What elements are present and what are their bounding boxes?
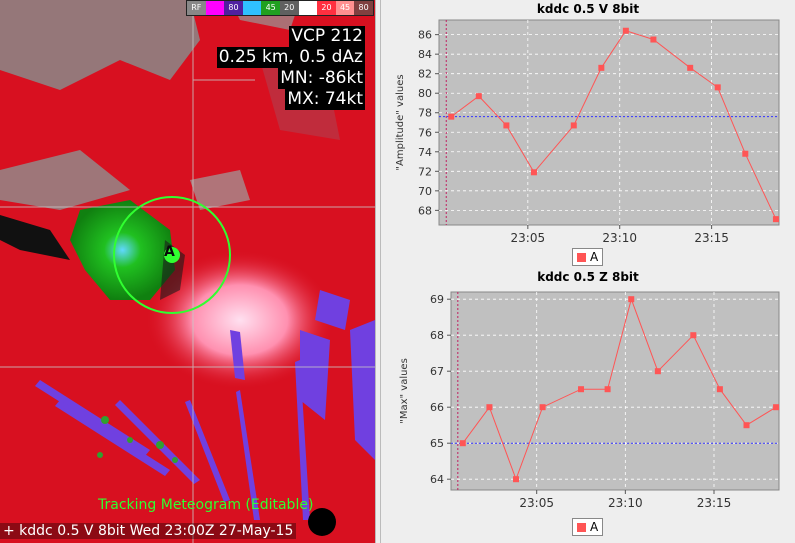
y-tick-label: 84 (418, 48, 432, 61)
color-scale-bar: RF 80 45 20 20 45 80 (186, 0, 374, 16)
y-tick-label: 76 (418, 126, 432, 139)
data-point (622, 27, 629, 34)
data-point (513, 476, 520, 483)
data-point (654, 368, 661, 375)
x-tick-label: 23:15 (694, 231, 729, 245)
data-point (503, 122, 510, 129)
x-tick-label: 23:05 (519, 496, 554, 510)
y-tick-label: 66 (430, 401, 444, 414)
data-point (690, 332, 697, 339)
x-tick-label: 23:05 (511, 231, 546, 245)
data-point (530, 169, 537, 176)
x-tick-label: 23:15 (697, 496, 732, 510)
radar-display[interactable]: RF 80 45 20 20 45 80 VCP 212 0.25 km, 0.… (0, 0, 375, 543)
data-point (772, 216, 779, 223)
overlay-title: Tracking Meteogram (Editable) (98, 497, 314, 513)
legend-marker (577, 522, 586, 532)
colorbar-cell: RF (187, 1, 206, 15)
data-point (716, 386, 723, 393)
plot-area (438, 19, 780, 226)
y-tick-label: 86 (418, 29, 432, 42)
info-vcp: VCP 212 (289, 26, 365, 47)
colorbar-cell (205, 1, 225, 15)
data-point (628, 296, 635, 303)
y-tick-label: 78 (418, 107, 432, 120)
max-chart: 64 65 66 67 68 69 23:05 23:10 23:15 "Max" values (399, 291, 780, 510)
tracking-point-label[interactable]: A (164, 244, 175, 260)
y-tick-label: 67 (430, 365, 444, 378)
status-label: + kddc 0.5 V 8bit Wed 23:00Z 27-May-15 (0, 523, 297, 539)
series-line (462, 297, 777, 481)
x-tick-label: 23:10 (602, 231, 637, 245)
data-point (714, 84, 721, 91)
y-tick-label: 82 (418, 68, 432, 81)
chart-title-top: kddc 0.5 V 8bit (536, 2, 640, 16)
amplitude-chart: 68 70 72 74 76 78 80 82 84 86 23:05 23:10 23:15 "Ampl… (395, 19, 780, 245)
colorbar-cell: 45 (335, 1, 355, 15)
split-divider[interactable] (375, 0, 381, 543)
y-axis-label: "Amplitude" values (395, 74, 406, 170)
data-point (604, 386, 611, 393)
data-point (650, 36, 657, 43)
meteogram-panel: kddc 0.5 V 8bit 68 70 72 74 76 78 80 82 84 86 23:0… (381, 0, 795, 543)
data-point (448, 113, 455, 120)
chart-title-bottom: kddc 0.5 Z 8bit (537, 270, 639, 284)
data-point (486, 404, 493, 411)
y-tick-label: 68 (418, 204, 432, 217)
data-point (773, 404, 780, 411)
y-tick-label: 74 (418, 146, 432, 159)
colorbar-cell: 45 (261, 1, 280, 15)
colorbar-cell: 20 (317, 1, 336, 15)
series-line (451, 30, 777, 220)
data-point (459, 440, 466, 447)
colorbar-cell (298, 1, 318, 15)
legend-bottom: A (572, 518, 604, 536)
legend-marker (577, 252, 586, 262)
info-max: MX: 74kt (285, 89, 365, 110)
data-point (687, 64, 694, 71)
data-point (743, 422, 750, 429)
y-tick-label: 69 (430, 293, 444, 306)
y-tick-label: 72 (418, 165, 432, 178)
colorbar-cell: 80 (354, 1, 373, 15)
y-tick-label: 70 (418, 185, 432, 198)
colorbar-cell: 80 (224, 1, 243, 15)
legend-label: A (590, 250, 599, 264)
y-tick-label: 65 (430, 437, 444, 450)
y-axis-label: "Max" values (399, 358, 410, 424)
x-tick-label: 23:10 (608, 496, 643, 510)
plot-area (450, 291, 780, 491)
data-point (570, 122, 577, 129)
info-resolution: 0.25 km, 0.5 dAz (216, 47, 365, 68)
legend-label: A (590, 520, 599, 534)
data-point (742, 150, 749, 157)
data-point (598, 64, 605, 71)
y-tick-label: 64 (430, 473, 444, 486)
data-point (578, 386, 585, 393)
data-point (475, 93, 482, 100)
legend-top: A (572, 248, 604, 266)
colorbar-cell: 20 (279, 1, 299, 15)
data-point (539, 404, 546, 411)
y-tick-label: 68 (430, 329, 444, 342)
y-tick-label: 80 (418, 87, 432, 100)
colorbar-cell (242, 1, 262, 15)
info-min: MN: -86kt (278, 68, 365, 89)
